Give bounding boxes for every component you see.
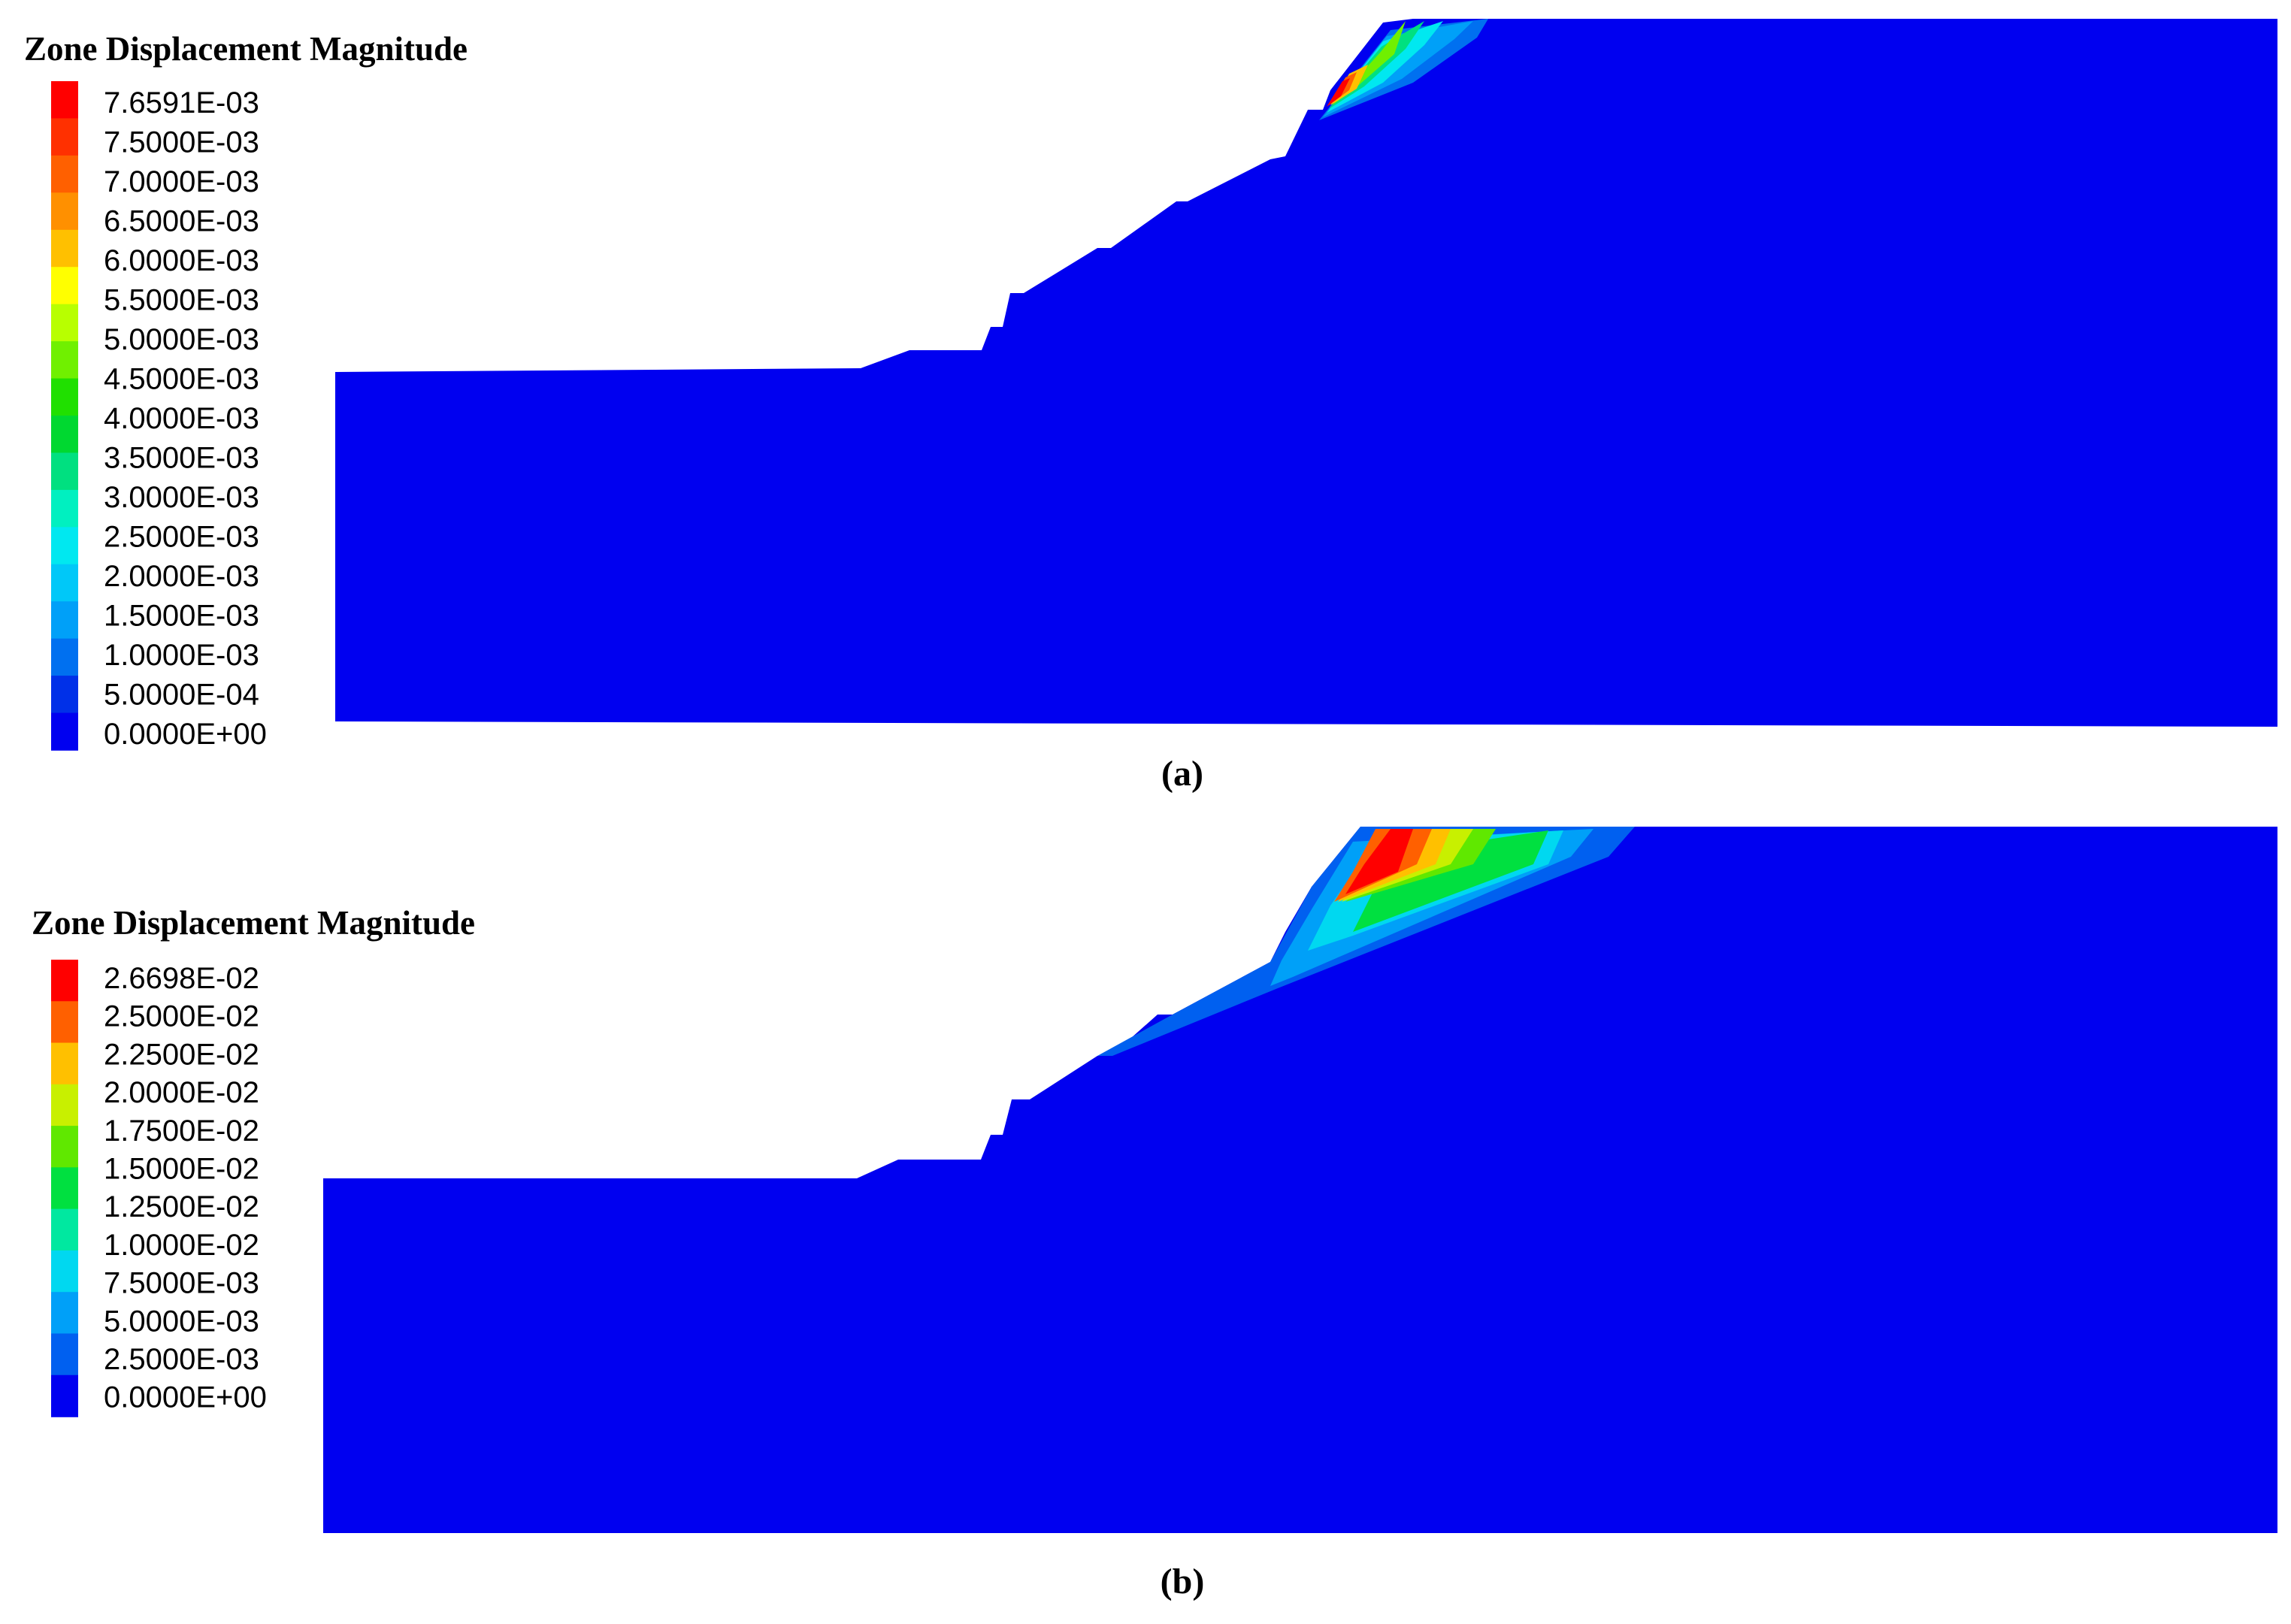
legend-swatch-a-5: [51, 267, 78, 305]
legend-title-a: Zone Displacement Magnitude: [24, 30, 468, 68]
legend-label-b-11: 0.0000E+00: [104, 1381, 267, 1414]
legend-swatch-b-6: [51, 1208, 78, 1251]
legend-label-a-7: 4.5000E-03: [104, 363, 259, 396]
caption-b: (b): [1161, 1562, 1205, 1601]
slope-model-a: [335, 19, 2277, 727]
panel-b: Zone Displacement Magnitude 2.6698E-022.…: [32, 827, 2277, 1601]
caption-a: (a): [1161, 754, 1203, 794]
legend-swatch-a-2: [51, 155, 78, 194]
legend-swatch-a-4: [51, 229, 78, 268]
legend-swatch-b-3: [51, 1084, 78, 1127]
legend-swatch-a-10: [51, 452, 78, 491]
legend-swatch-a-11: [51, 489, 78, 528]
legend-swatch-b-2: [51, 1042, 78, 1085]
legend-a: 7.6591E-03 7.5000E-03 7.0000E-03 6.5000E-03…: [51, 81, 267, 751]
legend-swatch-a-8: [51, 378, 78, 416]
legend-label-a-9: 3.5000E-03: [104, 442, 259, 475]
legend-swatch-b-0: [51, 960, 78, 1003]
legend-label-a-11: 2.5000E-03: [104, 521, 259, 554]
legend-label-b-0: 2.6698E-02: [104, 962, 259, 995]
legend-label-a-6: 5.0000E-03: [104, 323, 259, 356]
legend-swatch-b-8: [51, 1292, 78, 1335]
legend-label-a-16: 0.0000E+00: [104, 718, 267, 751]
legend-label-b-10: 2.5000E-03: [104, 1343, 259, 1376]
legend-swatch-a-0: [51, 81, 78, 119]
legend-label-a-2: 7.0000E-03: [104, 165, 259, 198]
legend-label-b-6: 1.2500E-02: [104, 1190, 259, 1223]
contour-band-a: [1319, 19, 1488, 120]
legend-swatch-b-4: [51, 1126, 78, 1169]
legend-swatch-a-15: [51, 638, 78, 676]
legend-swatch-b-1: [51, 1001, 78, 1044]
legend-swatch-b-9: [51, 1333, 78, 1376]
slope-model-b: [323, 827, 2277, 1533]
legend-label-b-7: 1.0000E-02: [104, 1229, 259, 1262]
legend-title-b: Zone Displacement Magnitude: [32, 904, 475, 942]
legend-label-b-5: 1.5000E-02: [104, 1153, 259, 1186]
legend-label-a-8: 4.0000E-03: [104, 402, 259, 435]
legend-swatch-a-9: [51, 416, 78, 454]
legend-label-a-10: 3.0000E-03: [104, 481, 259, 514]
legend-swatch-a-1: [51, 118, 78, 156]
legend-label-a-12: 2.0000E-03: [104, 560, 259, 593]
legend-label-b-9: 5.0000E-03: [104, 1305, 259, 1338]
legend-swatch-b-10: [51, 1375, 78, 1417]
legend-swatch-a-16: [51, 676, 78, 714]
legend-swatch-a-7: [51, 341, 78, 380]
legend-label-b-2: 2.2500E-02: [104, 1038, 259, 1071]
legend-label-a-14: 1.0000E-03: [104, 639, 259, 672]
legend-label-b-8: 7.5000E-03: [104, 1267, 259, 1300]
panel-a: Zone Displacement Magnitude 7.6591E-037.…: [24, 19, 2277, 794]
legend-label-a-3: 6.5000E-03: [104, 205, 259, 238]
legend-label-a-15: 5.0000E-04: [104, 679, 259, 712]
legend-label-b-3: 2.0000E-02: [104, 1076, 259, 1109]
legend-swatch-a-13: [51, 564, 78, 603]
legend-label-a-4: 6.0000E-03: [104, 244, 259, 277]
legend-swatch-a-12: [51, 527, 78, 565]
legend-label-b-1: 2.5000E-02: [104, 1000, 259, 1033]
legend-swatch-a-3: [51, 192, 78, 231]
legend-swatch-a-17: [51, 712, 78, 751]
legend-b: 2.6698E-02 2.5000E-02 2.2500E-02 2.0000E-02…: [51, 960, 267, 1417]
legend-label-b-4: 1.7500E-02: [104, 1114, 259, 1148]
legend-label-a-0: 7.6591E-03: [104, 86, 259, 119]
legend-swatch-a-14: [51, 601, 78, 640]
legend-swatch-a-6: [51, 304, 78, 342]
legend-label-a-5: 5.5000E-03: [104, 284, 259, 317]
legend-label-a-1: 7.5000E-03: [104, 126, 259, 159]
contour-band-b: [1097, 827, 1635, 1056]
legend-swatch-b-5: [51, 1167, 78, 1210]
legend-swatch-b-7: [51, 1250, 78, 1293]
legend-label-a-13: 1.5000E-03: [104, 600, 259, 633]
